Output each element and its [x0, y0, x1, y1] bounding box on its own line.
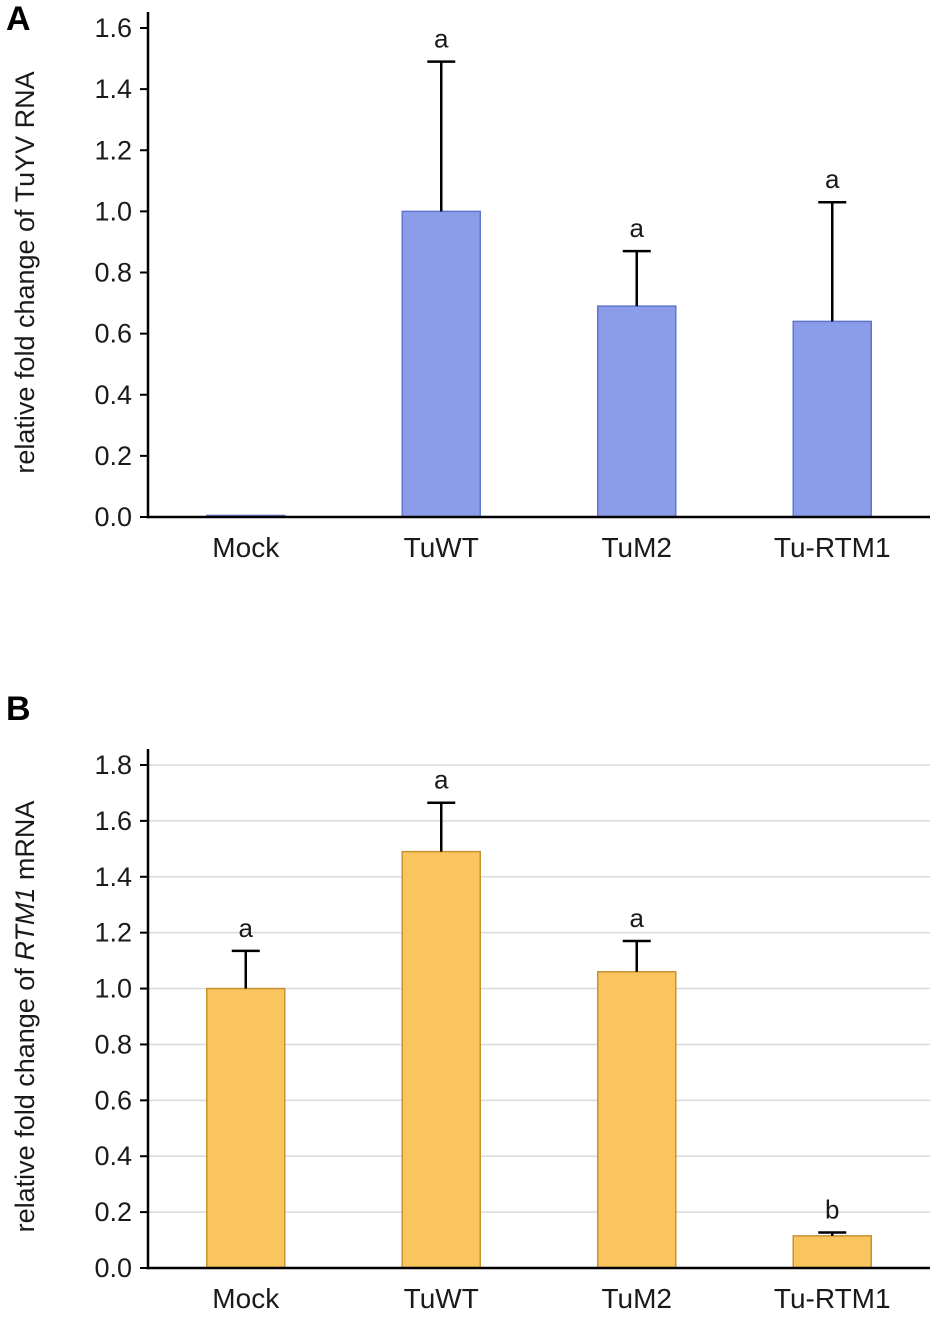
y-tick-label: 0.4	[94, 380, 132, 410]
panel-a-label: A	[6, 0, 31, 38]
y-tick-label: 0.6	[94, 319, 132, 349]
y-tick-label: 1.8	[94, 750, 132, 780]
significance-label: a	[630, 903, 645, 933]
y-tick-label: 1.0	[94, 974, 132, 1004]
y-tick-label: 1.6	[94, 806, 132, 836]
y-tick-label: 0.4	[94, 1141, 132, 1171]
y-tick-label: 1.6	[94, 13, 132, 43]
category-label: TuM2	[601, 532, 672, 563]
significance-label: a	[434, 765, 449, 795]
panel-b-label: B	[6, 690, 31, 728]
y-tick-label: 1.0	[94, 196, 132, 226]
bar-tuwt	[401, 850, 481, 1269]
y-tick-label: 0.2	[94, 1197, 132, 1227]
panel-a: A Mock a TuWT a TuM2 a Tu-RTM1 0.0 0.2 0.4 0.6 0.8 1…	[0, 0, 952, 645]
significance-label: a	[239, 913, 254, 943]
y-tick-label: 0.8	[94, 1029, 132, 1059]
y-tick-label: 0.0	[94, 1253, 132, 1283]
category-label: Tu-RTM1	[774, 1283, 891, 1314]
bar-tum2	[597, 971, 677, 1269]
category-label: TuWT	[404, 1283, 479, 1314]
y-tick-label: 1.4	[94, 862, 132, 892]
bar-tu-rtm1	[792, 1235, 872, 1269]
y-tick-label: 1.2	[94, 135, 132, 165]
panel-b: B a Mock a TuWT a TuM2 b Tu-RTM1 0.0 0.2 0.4 0.6 0.8…	[0, 690, 952, 1330]
bar-chart-tuyv-rna: Mock a TuWT a TuM2 a Tu-RTM1 0.0 0.2 0.4 0.6 0.8 1.0…	[10, 12, 930, 563]
category-label: Tu-RTM1	[774, 532, 891, 563]
significance-label: a	[825, 164, 840, 194]
y-axis-title: relative fold change of RTM1 mRNA	[10, 801, 40, 1233]
y-tick-label: 0.8	[94, 258, 132, 288]
category-label: Mock	[212, 532, 280, 563]
y-tick-label: 0.2	[94, 441, 132, 471]
y-tick-label: 1.4	[94, 74, 132, 104]
bar-tu-rtm1	[792, 320, 872, 518]
y-axis-title: relative fold change of TuYV RNA	[10, 71, 40, 473]
category-label: TuM2	[601, 1283, 672, 1314]
bar-mock	[206, 987, 286, 1269]
category-label: Mock	[212, 1283, 280, 1314]
category-label: TuWT	[404, 532, 479, 563]
significance-label: a	[630, 213, 645, 243]
significance-label: b	[825, 1195, 839, 1225]
bar-chart-rtm1-mrna: a Mock a TuWT a TuM2 b Tu-RTM1 0.0 0.2 0.4 0.6 0.8 1.…	[10, 749, 930, 1314]
bar-tum2	[597, 305, 677, 518]
y-tick-label: 0.6	[94, 1085, 132, 1115]
significance-label: a	[434, 24, 449, 54]
y-tick-label: 1.2	[94, 918, 132, 948]
y-tick-label: 0.0	[94, 502, 132, 532]
bar-tuwt	[401, 210, 481, 518]
